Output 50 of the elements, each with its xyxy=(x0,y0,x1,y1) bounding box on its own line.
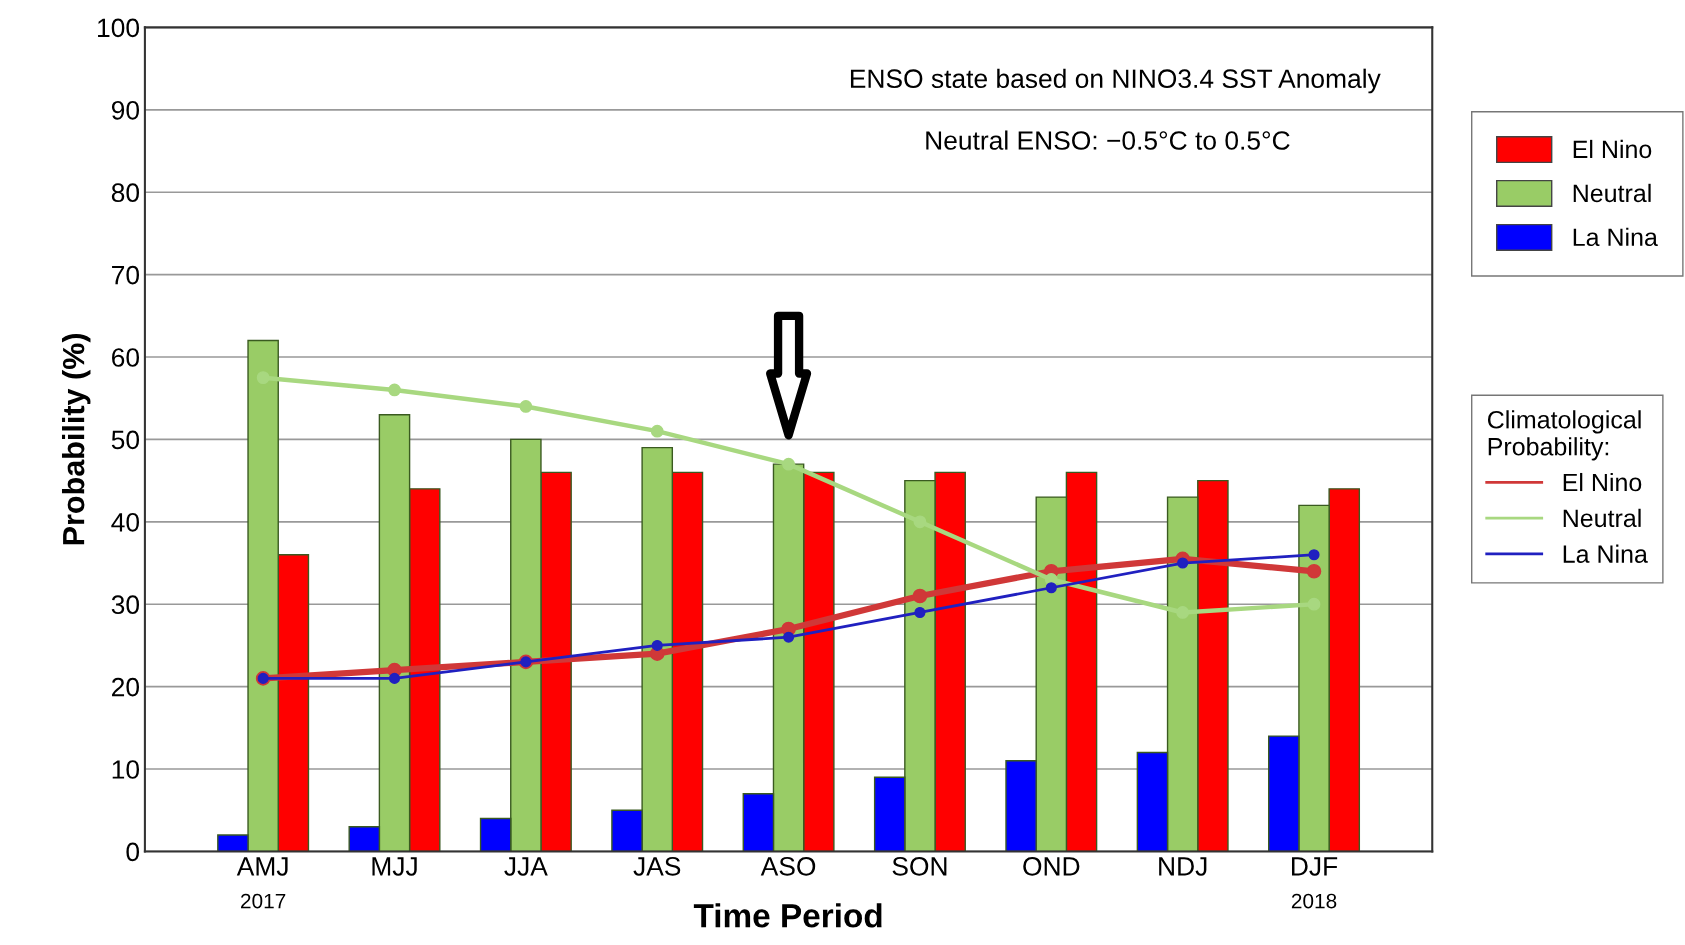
point xyxy=(651,639,663,651)
point xyxy=(256,371,270,385)
point xyxy=(388,383,401,397)
legend-label: Neutral xyxy=(1563,508,1641,528)
x-tick-label: AMJ xyxy=(236,857,288,876)
y-tick-label: 100 xyxy=(98,18,140,38)
y-axis-title: Probability (%) xyxy=(61,333,91,545)
annotation: ENSO state based on NINO3.4 SST Anomaly xyxy=(850,68,1381,94)
y-tick-label: 0 xyxy=(126,842,140,862)
text: 2017 xyxy=(241,893,286,909)
point xyxy=(912,588,928,604)
point xyxy=(650,424,664,438)
x-tick-label: OND xyxy=(1023,857,1080,876)
x-axis-title: Time Period xyxy=(693,903,882,928)
x-tick-label: SON xyxy=(892,857,947,876)
point xyxy=(1045,582,1057,594)
y-tick-label: 80 xyxy=(111,183,140,203)
point xyxy=(913,515,927,529)
x-tick-label: DJF xyxy=(1292,857,1338,876)
y-tick-label: 10 xyxy=(112,760,140,779)
y-tick-label: 50 xyxy=(111,430,140,450)
x-tick-label: JJA xyxy=(504,857,548,876)
y-tick-label: 90 xyxy=(111,100,140,120)
legend-label: La Nina xyxy=(1563,544,1648,563)
y-tick-label: 30 xyxy=(111,595,140,615)
x-tick-label: JAS xyxy=(633,857,681,876)
x-tick-label: ASO xyxy=(760,857,816,876)
point xyxy=(783,631,795,643)
point xyxy=(1306,563,1322,579)
point xyxy=(782,457,795,471)
point xyxy=(914,606,926,619)
y-tick-label: 20 xyxy=(112,677,140,697)
point xyxy=(1308,549,1320,561)
point xyxy=(1176,606,1190,619)
point xyxy=(519,400,533,413)
legend-label: El Nino xyxy=(1573,139,1652,159)
legend-label: El Nino xyxy=(1563,472,1642,492)
y-tick-label: 40 xyxy=(111,512,140,532)
point xyxy=(1177,557,1189,569)
annotation: Neutral ENSO: −0.5°C to 0.5°C xyxy=(926,130,1290,150)
x-tick-label: MJJ xyxy=(372,857,417,876)
legend-label: Neutral xyxy=(1573,183,1651,203)
y-tick-label: 60 xyxy=(112,348,140,367)
y-tick-label: 70 xyxy=(112,265,140,285)
point xyxy=(388,672,401,684)
text: 2018 xyxy=(1291,893,1337,909)
point xyxy=(1307,597,1321,611)
legend-label: La Nina xyxy=(1573,227,1658,247)
x-tick-label: NDJ xyxy=(1159,857,1207,876)
legend-title: Climatological Probability: xyxy=(1487,410,1641,461)
